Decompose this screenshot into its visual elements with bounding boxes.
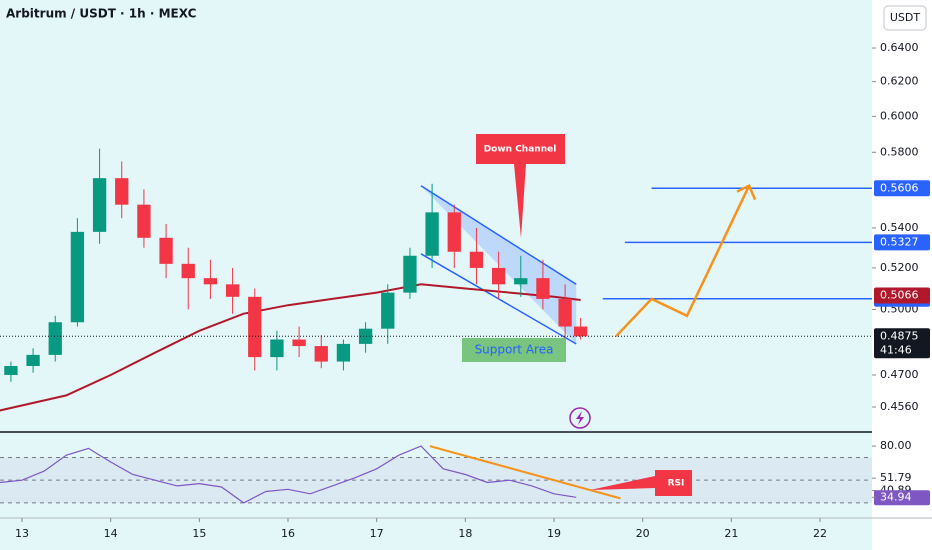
y-tick-label: 0.5800 <box>880 145 919 158</box>
lightning-bolt <box>576 411 584 425</box>
candle-body <box>536 278 550 299</box>
countdown: 41:46 <box>880 343 912 356</box>
rsi-tick-label: 80.00 <box>880 439 912 452</box>
price-axis-background <box>872 0 932 550</box>
candle-body <box>381 292 395 329</box>
level-label-box <box>874 234 930 251</box>
currency-button[interactable] <box>883 5 927 31</box>
candle-body <box>248 296 262 358</box>
x-tick-label: 17 <box>370 527 384 540</box>
x-tick-label: 20 <box>636 527 650 540</box>
plot-background <box>0 0 872 550</box>
y-tick-label: 0.6400 <box>880 41 919 54</box>
channel-line <box>420 185 577 285</box>
candle-body <box>4 365 18 375</box>
level-label-box <box>874 180 930 197</box>
candle-body <box>336 343 351 362</box>
candle-body <box>70 231 85 323</box>
x-tick-label: 22 <box>813 527 827 540</box>
candle-body <box>573 326 588 337</box>
projection-path <box>615 185 751 338</box>
rsi-callout <box>590 470 692 496</box>
candle-body <box>92 178 107 232</box>
moving-average <box>0 283 581 412</box>
candle-body <box>225 284 240 297</box>
y-tick-label: 0.6200 <box>880 75 919 88</box>
candle-body <box>26 354 40 366</box>
rsi-current-box <box>874 490 930 506</box>
projection-arrowhead <box>736 183 757 201</box>
rsi-divergence <box>429 445 621 500</box>
candle-body <box>181 263 195 279</box>
x-tick-label: 15 <box>192 527 206 540</box>
rsi-line <box>0 445 577 504</box>
x-tick-label: 21 <box>724 527 738 540</box>
candle-body <box>491 267 506 285</box>
rsi-callout-label: RSI <box>668 479 685 489</box>
y-tick-label: 0.5400 <box>880 221 919 234</box>
x-tick-label: 14 <box>104 527 118 540</box>
ma-label-box <box>874 287 930 304</box>
level-label: 0.5606 <box>880 181 919 194</box>
last-price-box <box>874 328 930 359</box>
x-tick-label: 16 <box>281 527 295 540</box>
currency-label: USDT <box>890 11 921 24</box>
down-channel-callout <box>476 134 565 238</box>
support-area-label: Support Area <box>475 343 554 357</box>
candle-body <box>48 322 62 355</box>
y-tick-label: 0.6000 <box>880 109 919 122</box>
candle-body <box>447 212 461 252</box>
candle-body <box>425 212 439 256</box>
support-area-box <box>462 338 566 362</box>
rsi-tick-label: 34.94 <box>880 490 912 503</box>
lightning-icon[interactable] <box>569 407 591 429</box>
y-tick-label: 0.4560 <box>880 400 919 413</box>
candle-body <box>203 278 218 285</box>
candle-body <box>514 278 528 285</box>
candle-body <box>115 178 129 205</box>
x-tick-label: 13 <box>15 527 29 540</box>
ma-label: 0.5066 <box>880 289 919 302</box>
chart-title: Arbitrum / USDT · 1h · MEXC <box>6 7 197 21</box>
candle-body <box>358 328 373 344</box>
y-tick-label: 0.4700 <box>880 368 919 381</box>
x-tick-label: 19 <box>547 527 561 540</box>
x-tick-label: 18 <box>458 527 472 540</box>
last-price-label: 0.4875 <box>880 329 919 342</box>
y-tick-label: 0.5200 <box>880 261 919 274</box>
level-label: 0.5327 <box>880 235 919 248</box>
candle-body <box>292 339 306 347</box>
candle-body <box>159 237 173 264</box>
down-channel-label: Down Channel <box>484 145 557 155</box>
candle-body <box>558 298 572 327</box>
rsi-tick-label: 51.79 <box>880 471 912 484</box>
candle-body <box>403 255 417 293</box>
candle-body <box>314 346 328 362</box>
candle-body <box>270 339 284 358</box>
candle-body <box>137 204 151 238</box>
candle-body <box>469 251 484 268</box>
